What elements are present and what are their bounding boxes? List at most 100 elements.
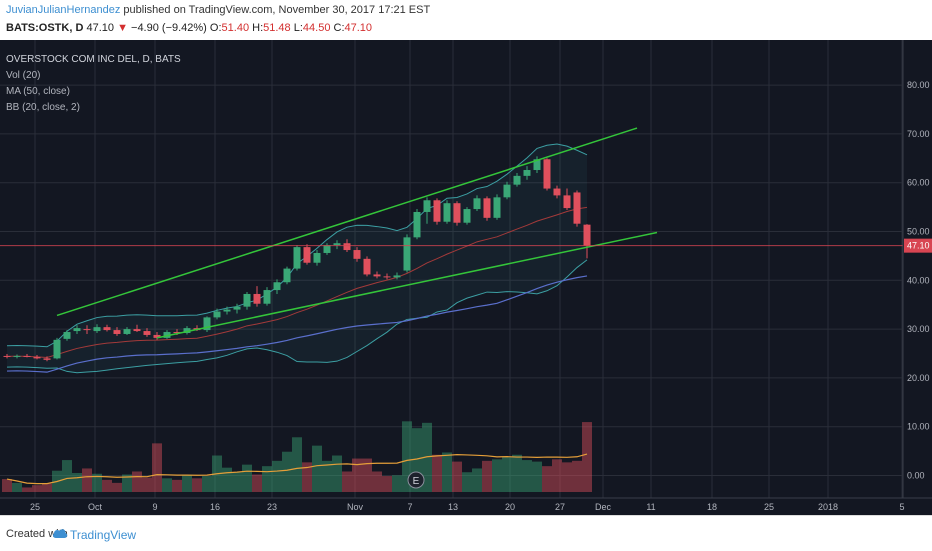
volume-bar — [92, 473, 102, 492]
volume-bar — [452, 461, 462, 492]
price-change: −4.90 (−9.42%) — [131, 22, 207, 34]
volume-bar — [442, 452, 452, 492]
ohlc-open-label: O: — [209, 22, 222, 34]
legend-ma[interactable]: MA (50, close) — [6, 86, 70, 97]
candle-body — [183, 328, 191, 334]
time-tick-label: 9 — [152, 502, 157, 512]
volume-bar — [372, 471, 382, 492]
candle-body — [263, 290, 271, 304]
candle-body — [93, 327, 101, 332]
candle-body — [543, 159, 551, 189]
candle-body — [303, 247, 311, 263]
candle-body — [313, 252, 321, 263]
volume-bar — [72, 473, 82, 492]
volume-bar — [62, 460, 72, 492]
volume-bar — [322, 460, 332, 492]
price-tick-label: 80.00 — [907, 80, 930, 90]
ohlc-close-label: C: — [333, 22, 345, 34]
chart-header: JuvianJulianHernandez published on Tradi… — [0, 0, 932, 40]
candle-body — [143, 331, 151, 335]
candle-body — [273, 282, 281, 291]
candle-body — [43, 358, 51, 360]
volume-bar — [282, 451, 292, 492]
time-tick-label: 25 — [30, 502, 40, 512]
price-tick-label: 70.00 — [907, 129, 930, 139]
ohlc-low-label: L: — [293, 22, 303, 34]
candle-body — [73, 328, 81, 332]
volume-bar — [262, 466, 272, 492]
volume-bar — [502, 457, 512, 492]
candle-body — [323, 245, 331, 253]
candle-body — [3, 355, 11, 357]
tradingview-cloud-icon — [52, 529, 68, 538]
volume-bar — [412, 428, 422, 492]
footer: Created with TradingView — [0, 515, 932, 551]
candle-body — [83, 329, 91, 331]
candle-body — [383, 276, 391, 278]
volume-bar — [462, 472, 472, 492]
candle-body — [113, 330, 121, 334]
time-tick-label: Dec — [595, 502, 612, 512]
candle-body — [283, 268, 291, 283]
volume-bar — [102, 479, 112, 492]
last-price-tag-label: 47.10 — [907, 241, 930, 251]
candle-body — [453, 203, 461, 223]
chart-area[interactable]: 0.00 10.00 20.00 30.00 40.00 50.00 60.00 70.00 8… — [0, 40, 932, 515]
candle-body — [103, 327, 111, 331]
volume-bar — [182, 475, 192, 492]
candle-body — [523, 170, 531, 176]
volume-bar — [202, 476, 212, 492]
time-tick-label: 20 — [505, 502, 515, 512]
candle-body — [363, 258, 371, 275]
volume-bar — [22, 487, 32, 492]
price-tick-label: 10.00 — [907, 422, 930, 432]
candle-body — [123, 329, 131, 334]
volume-bar — [482, 460, 492, 492]
volume-bar — [32, 485, 42, 492]
candle-body — [403, 237, 411, 271]
candle-body — [373, 274, 381, 277]
candle-body — [483, 198, 491, 218]
candle-body — [203, 317, 211, 331]
candle-body — [243, 293, 251, 307]
volume-bar — [332, 455, 342, 492]
volume-bar — [252, 474, 262, 492]
volume-bars — [2, 421, 592, 492]
earnings-marker[interactable]: E — [407, 471, 425, 489]
price-tick-label: 60.00 — [907, 178, 930, 188]
legend-volume[interactable]: Vol (20) — [6, 70, 40, 81]
legend-bb[interactable]: BB (20, close, 2) — [6, 102, 80, 113]
last-price: 47.10 — [86, 22, 114, 34]
candle-body — [133, 329, 141, 332]
time-tick-label: 11 — [646, 502, 655, 512]
grid-lines — [0, 40, 903, 498]
candle-body — [473, 198, 481, 210]
ohlc-high: 51.48 — [263, 22, 291, 34]
price-chart[interactable]: 0.00 10.00 20.00 30.00 40.00 50.00 60.00 70.00 8… — [0, 40, 932, 515]
symbol-line: BATS:OSTK, D 47.10 ▼ −4.90 (−9.42%) O:51… — [6, 22, 372, 34]
candle-body — [563, 195, 571, 209]
candle-body — [53, 339, 61, 359]
down-arrow-icon: ▼ — [117, 22, 128, 34]
trendline-upper — [56, 127, 638, 317]
tradingview-brand[interactable]: TradingView — [70, 528, 137, 542]
ohlc-close: 47.10 — [344, 22, 373, 34]
author-link[interactable]: JuvianJulianHernandez — [6, 4, 121, 16]
volume-bar — [312, 445, 322, 492]
bb-basis-line — [6, 206, 588, 359]
volume-bar — [352, 458, 362, 492]
trend-lines[interactable] — [56, 127, 658, 339]
volume-bar — [512, 454, 522, 492]
chart-axes: 0.00 10.00 20.00 30.00 40.00 50.00 60.00 70.00 8… — [0, 40, 932, 512]
time-tick-label: 16 — [210, 502, 220, 512]
candle-body — [253, 293, 261, 304]
volume-bar — [192, 478, 202, 492]
volume-bar — [172, 479, 182, 492]
candle-body — [423, 200, 431, 212]
volume-bar — [422, 422, 432, 492]
candle-body — [433, 200, 441, 222]
ohlc-high-label: H: — [252, 22, 264, 34]
earnings-marker-circle — [407, 471, 425, 489]
volume-bar — [562, 462, 572, 492]
time-tick-label: Nov — [347, 502, 364, 512]
